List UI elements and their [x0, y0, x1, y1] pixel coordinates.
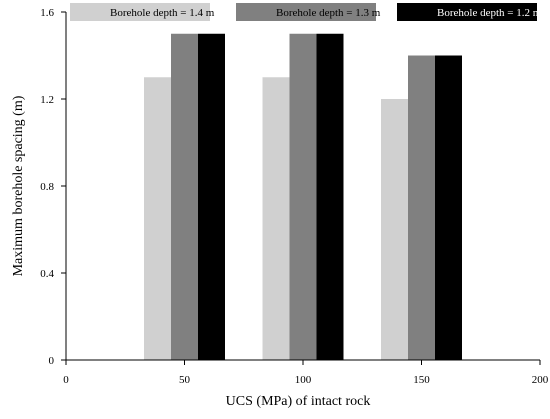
- bar-50-series-3: [198, 33, 225, 360]
- legend-swatch-series-2: [236, 3, 376, 21]
- x-axis-title: UCS (MPa) of intact rock: [226, 394, 371, 409]
- legend: Borehole depth = 1.4 m Borehole depth = 1…: [70, 3, 542, 21]
- x-tick-label: 0: [63, 374, 69, 386]
- plot-area: 0 50 100 150 200 0 0.4 0.8 1.2 1.6: [40, 7, 549, 386]
- y-tick-label: 0: [49, 355, 55, 367]
- bar-150-series-2: [408, 55, 435, 360]
- x-tick-label: 150: [413, 374, 430, 386]
- y-axis-title: Maximum borehole spacing (m): [11, 95, 26, 276]
- x-tick-label: 50: [179, 374, 191, 386]
- legend-swatch-series-1: [70, 3, 210, 21]
- bar-150-series-1: [381, 99, 408, 360]
- legend-label-series-1: Borehole depth = 1.4 m: [110, 7, 215, 19]
- y-tick-label: 1.2: [40, 94, 54, 106]
- bar-100-series-2: [289, 33, 317, 360]
- bar-100-series-1: [262, 77, 290, 360]
- bar-50-series-2: [171, 33, 198, 360]
- x-tick-label: 200: [532, 374, 549, 386]
- legend-label-series-3: Borehole depth = 1.2 m: [437, 7, 542, 19]
- bar-100-series-3: [316, 33, 344, 360]
- y-tick-label: 1.6: [40, 7, 54, 19]
- bar-150-series-3: [435, 55, 462, 360]
- y-tick-label: 0.4: [40, 268, 54, 280]
- bar-50-series-1: [144, 77, 171, 360]
- legend-label-series-2: Borehole depth = 1.3 m: [276, 7, 381, 19]
- x-tick-label: 100: [295, 374, 312, 386]
- legend-swatch-series-3: [397, 3, 537, 21]
- y-tick-label: 0.8: [40, 181, 54, 193]
